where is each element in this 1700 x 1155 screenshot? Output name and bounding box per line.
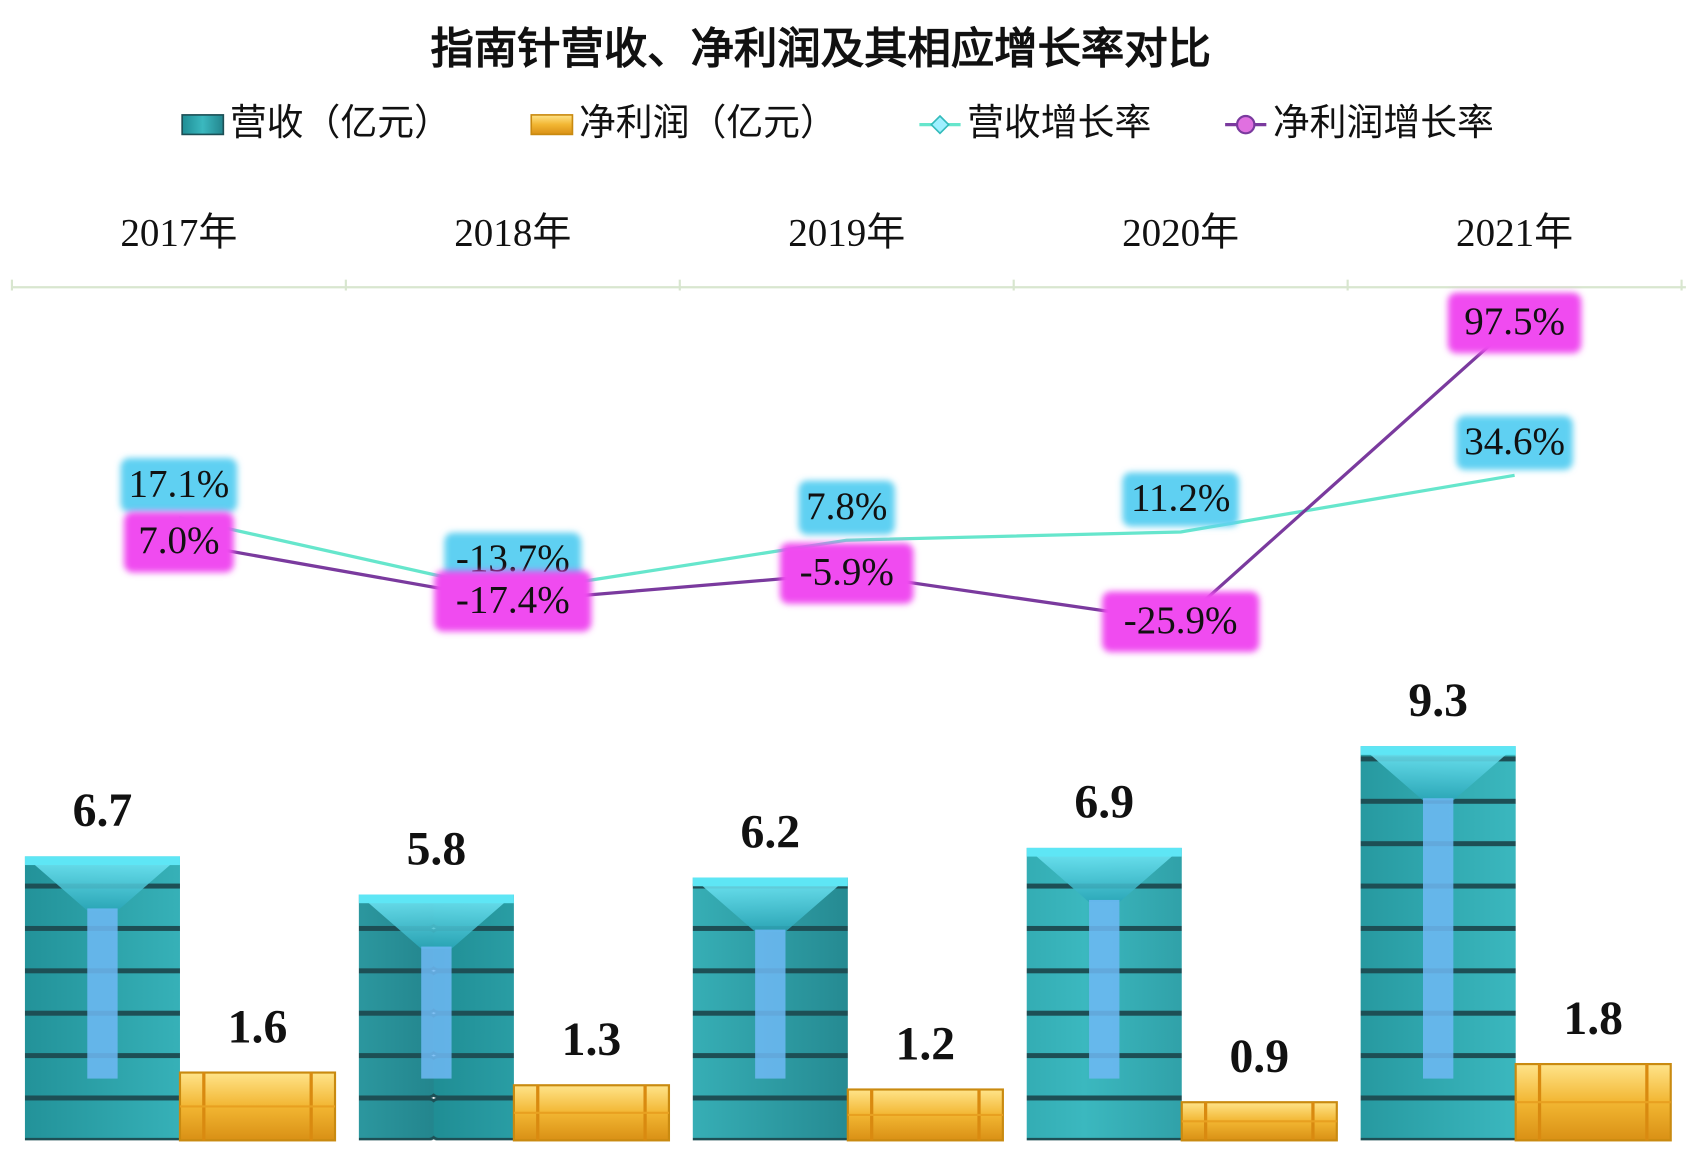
bar-core bbox=[87, 908, 118, 1079]
value-label: 34.6% bbox=[1464, 420, 1565, 463]
x-tick-label: 2019年 bbox=[788, 211, 905, 254]
value-label-bg bbox=[434, 570, 592, 632]
x-tick-label: 2021年 bbox=[1456, 211, 1573, 254]
bar-rim bbox=[24, 856, 180, 866]
value-label-bg bbox=[123, 511, 234, 573]
bar-core bbox=[1089, 899, 1120, 1079]
x-tick-label: 2018年 bbox=[454, 211, 571, 254]
bar-cap bbox=[24, 856, 180, 911]
bar-rim bbox=[1026, 847, 1182, 857]
bar-value-label: 1.2 bbox=[896, 1017, 956, 1070]
legend-swatch bbox=[181, 114, 225, 136]
value-label: 97.5% bbox=[1464, 300, 1565, 343]
legend-label: 净利润增长率 bbox=[1273, 101, 1494, 144]
bar-value-label: 0.9 bbox=[1229, 1030, 1289, 1083]
bar-rim bbox=[358, 894, 514, 904]
value-label-bg bbox=[1122, 472, 1240, 527]
bar-value-label: 6.2 bbox=[741, 805, 801, 858]
value-label: 11.2% bbox=[1131, 477, 1230, 520]
bar-value-label: 6.9 bbox=[1074, 776, 1134, 829]
bar-cap bbox=[1026, 847, 1182, 903]
bar-cap bbox=[692, 877, 848, 932]
bar-cap bbox=[358, 894, 514, 949]
bar-cap bbox=[1360, 746, 1516, 801]
value-label: 7.8% bbox=[806, 485, 887, 528]
value-label: 17.1% bbox=[128, 462, 229, 505]
bar-core bbox=[755, 929, 786, 1079]
value-label-bg bbox=[1447, 292, 1582, 354]
legend-marker bbox=[930, 114, 950, 135]
value-label-bg bbox=[120, 458, 238, 513]
value-label-bg bbox=[1102, 591, 1260, 653]
value-label: -17.4% bbox=[456, 578, 570, 621]
legend-label: 净利润（亿元） bbox=[579, 101, 837, 144]
value-label: -5.9% bbox=[800, 551, 894, 594]
x-tick-label: 2020年 bbox=[1122, 211, 1239, 254]
legend-label: 营收增长率 bbox=[967, 101, 1151, 144]
legend-swatch bbox=[530, 114, 574, 136]
line bbox=[178, 473, 1515, 594]
x-tick-label: 2017年 bbox=[120, 211, 237, 254]
chart-title: 指南针营收、净利润及其相应增长率对比 bbox=[430, 25, 1211, 75]
value-label-bg bbox=[779, 543, 914, 604]
bar-value-label: 1.6 bbox=[228, 1000, 288, 1053]
bar-value-label: 5.8 bbox=[407, 822, 467, 875]
legend-label: 营收（亿元） bbox=[230, 101, 451, 144]
value-label: 7.0% bbox=[138, 519, 219, 562]
bar-value-label: 1.8 bbox=[1563, 992, 1623, 1045]
value-label: -25.9% bbox=[1124, 599, 1238, 642]
value-label-bg bbox=[798, 480, 895, 535]
bar-core bbox=[1422, 798, 1454, 1079]
bar-core bbox=[421, 946, 452, 1079]
bar-value-label: 9.3 bbox=[1408, 674, 1468, 727]
bar-value-label: 1.3 bbox=[562, 1013, 622, 1066]
bar-value-label: 6.7 bbox=[73, 784, 133, 837]
value-label-bg bbox=[1456, 415, 1573, 470]
bar-rim bbox=[1360, 746, 1516, 755]
bar-rim bbox=[692, 877, 848, 887]
legend-marker bbox=[1235, 114, 1256, 135]
